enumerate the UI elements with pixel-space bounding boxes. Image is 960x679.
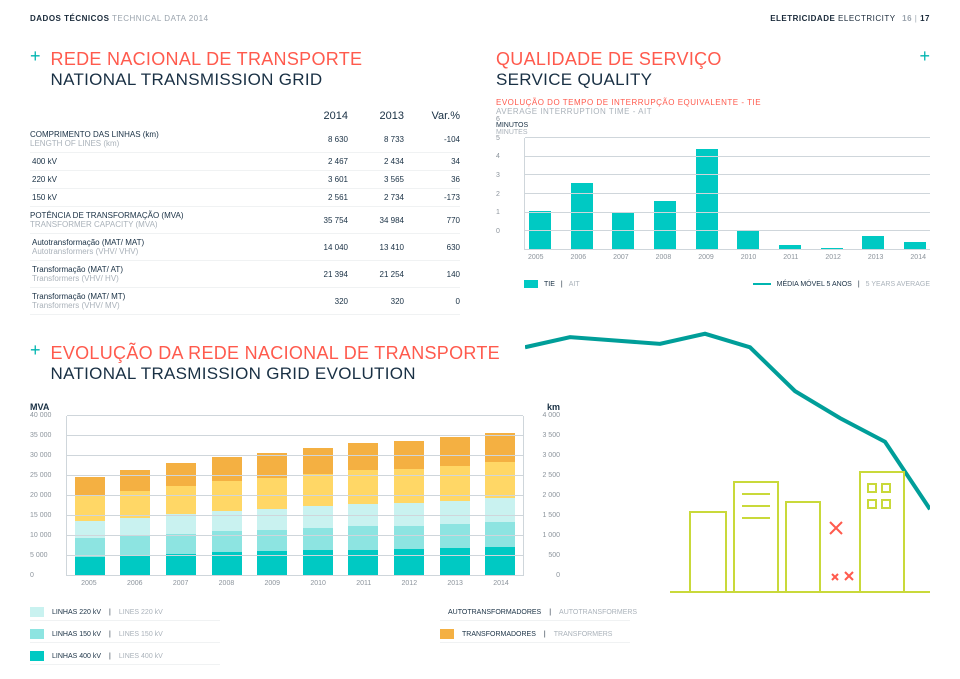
swatch-icon [30, 629, 44, 639]
row-val-c: 36 [404, 175, 460, 184]
row-label: 220 kV [30, 175, 292, 184]
row-val-b: 34 984 [348, 216, 404, 225]
row-val-b: 2 434 [348, 157, 404, 166]
header-left-en: TECHNICAL DATA 2014 [112, 14, 209, 23]
stacked-bar [348, 443, 378, 576]
table-row: Transformação (MAT/ MT)Transformers (VHV… [30, 288, 460, 315]
section2-title-en: SERVICE QUALITY [496, 70, 761, 90]
row-label: 400 kV [30, 157, 292, 166]
row-val-a: 2 467 [292, 157, 348, 166]
row-label: Autotransformação (MAT/ MAT)Autotransfor… [30, 238, 292, 256]
section3-title-pt: EVOLUÇÃO DA REDE NACIONAL DE TRANSPORTE [51, 343, 500, 364]
col-2013: 2013 [348, 110, 404, 122]
row-val-b: 21 254 [348, 270, 404, 279]
row-val-a: 8 630 [292, 135, 348, 144]
table-header: 2014 2013 Var.% [30, 106, 460, 126]
legend-item: AUTOTRANSFORMADORES|AUTOTRANSFORMERS [440, 607, 630, 621]
transmission-grid-block: + REDE NACIONAL DE TRANSPORTE NATIONAL T… [30, 49, 460, 315]
legend-item: LINHAS 400 kV|LINES 400 kV [30, 651, 220, 665]
row-val-a: 2 561 [292, 193, 348, 202]
table-row: 150 kV2 5612 734-173 [30, 189, 460, 207]
section1-title-pt: REDE NACIONAL DE TRANSPORTE [51, 49, 363, 70]
header-left-pt: DADOS TÉCNICOS [30, 14, 109, 23]
evolution-chart: MVA km 05 00010 00015 00020 00025 00030 … [30, 402, 560, 587]
row-label: Transformação (MAT/ MT)Transformers (VHV… [30, 292, 292, 310]
plus-icon: + [30, 343, 41, 357]
service-quality-chart: 0123456 20052006200720082009201020112012… [496, 138, 930, 268]
chart1-y-label: MINUTOS MINUTES [496, 122, 528, 136]
header-right-pt: ELETRICIDADE [770, 14, 835, 23]
table-row: COMPRIMENTO DAS LINHAS (km)LENGTH OF LIN… [30, 126, 460, 153]
swatch-icon [440, 629, 454, 639]
row-val-a: 21 394 [292, 270, 348, 279]
section2-sub-pt: EVOLUÇÃO DO TEMPO DE INTERRUPÇÃO EQUIVAL… [496, 98, 761, 107]
row-val-a: 320 [292, 297, 348, 306]
col-2014: 2014 [292, 110, 348, 122]
row-val-b: 3 565 [348, 175, 404, 184]
stacked-bar [303, 448, 333, 576]
row-val-c: 770 [404, 216, 460, 225]
row-val-c: -173 [404, 193, 460, 202]
section3-title-en: NATIONAL TRASMISSION GRID EVOLUTION [51, 364, 500, 384]
page-number: 16 | 17 [902, 14, 930, 23]
row-val-c: -104 [404, 135, 460, 144]
city-illustration [600, 402, 930, 587]
table-row: POTÊNCIA DE TRANSFORMAÇÃO (MVA)TRANSFORM… [30, 207, 460, 234]
legend-item: LINHAS 150 kV|LINES 150 kV [30, 629, 220, 643]
table-row: 400 kV2 4672 43434 [30, 153, 460, 171]
plus-icon: + [30, 49, 41, 63]
section2-sub-en: AVERAGE INTERRUPTION TIME - AIT [496, 107, 761, 116]
row-val-a: 14 040 [292, 243, 348, 252]
row-val-a: 3 601 [292, 175, 348, 184]
row-val-c: 140 [404, 270, 460, 279]
plus-icon: + [919, 49, 930, 63]
city-icon [670, 402, 930, 612]
service-quality-block: QUALIDADE DE SERVIÇO SERVICE QUALITY EVO… [496, 49, 930, 315]
section1-title-en: NATIONAL TRANSMISSION GRID [51, 70, 363, 90]
row-val-b: 13 410 [348, 243, 404, 252]
row-label: COMPRIMENTO DAS LINHAS (km)LENGTH OF LIN… [30, 130, 292, 148]
swatch-icon [30, 607, 44, 617]
row-val-c: 34 [404, 157, 460, 166]
row-val-a: 35 754 [292, 216, 348, 225]
row-val-c: 0 [404, 297, 460, 306]
stacked-bar [166, 463, 196, 576]
row-label: POTÊNCIA DE TRANSFORMAÇÃO (MVA)TRANSFORM… [30, 211, 292, 229]
legend-item: TRANSFORMADORES|TRANSFORMERS [440, 629, 630, 643]
header-right-en: ELECTRICITY [838, 14, 895, 23]
row-label: 150 kV [30, 193, 292, 202]
table-row: Transformação (MAT/ AT)Transformers (VHV… [30, 261, 460, 288]
header-left: DADOS TÉCNICOS TECHNICAL DATA 2014 [30, 14, 209, 23]
row-val-b: 2 734 [348, 193, 404, 202]
swatch-icon [30, 651, 44, 661]
stacked-bar [120, 470, 150, 576]
grid-table: 2014 2013 Var.% COMPRIMENTO DAS LINHAS (… [30, 106, 460, 315]
table-row: Autotransformação (MAT/ MAT)Autotransfor… [30, 234, 460, 261]
header-right: ELETRICIDADE ELECTRICITY 16 | 17 [770, 14, 930, 23]
section2-title-pt: QUALIDADE DE SERVIÇO [496, 49, 761, 70]
mva-label: MVA [30, 402, 49, 412]
row-val-b: 320 [348, 297, 404, 306]
row-label: Transformação (MAT/ AT)Transformers (VHV… [30, 265, 292, 283]
stacked-bar [75, 477, 105, 576]
table-row: 220 kV3 6013 56536 [30, 171, 460, 189]
page-header: DADOS TÉCNICOS TECHNICAL DATA 2014 ELETR… [0, 0, 960, 23]
row-val-b: 8 733 [348, 135, 404, 144]
col-var: Var.% [404, 110, 460, 122]
legend-item: LINHAS 220 kV|LINES 220 kV [30, 607, 220, 621]
row-val-c: 630 [404, 243, 460, 252]
